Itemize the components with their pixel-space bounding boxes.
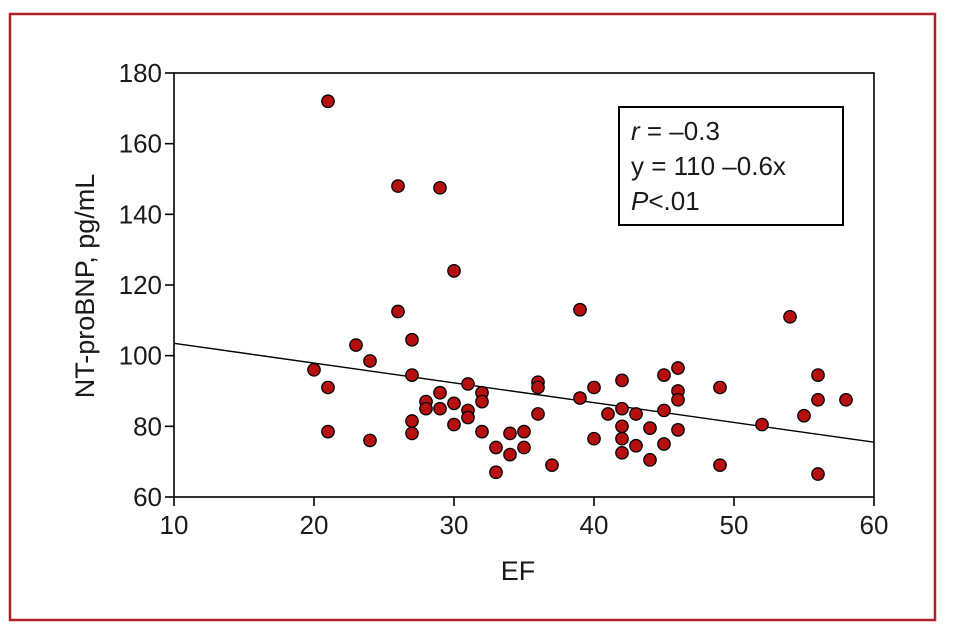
data-point-44 xyxy=(615,401,629,416)
data-point-12 xyxy=(321,380,335,395)
x-tick-label-40: 40 xyxy=(580,510,609,540)
data-point-61 xyxy=(755,417,769,432)
data-point-3 xyxy=(447,264,461,278)
data-point-27 xyxy=(363,433,377,448)
data-point-57 xyxy=(671,392,685,407)
data-point-17 xyxy=(447,396,461,411)
data-point-6 xyxy=(783,309,797,324)
annotation-frame xyxy=(618,106,844,226)
data-point-31 xyxy=(517,424,531,439)
data-point-45 xyxy=(615,419,629,434)
data-point-32 xyxy=(517,440,531,455)
data-point-66 xyxy=(839,392,853,407)
data-point-18 xyxy=(475,394,489,409)
annotation-r-symbol: r xyxy=(631,116,641,146)
x-tick-label-60: 60 xyxy=(860,510,889,540)
data-point-64 xyxy=(811,392,825,407)
x-tick-label-30: 30 xyxy=(440,510,469,540)
data-point-22 xyxy=(461,410,475,425)
data-point-4 xyxy=(391,304,405,319)
x-axis-label: EF xyxy=(501,556,536,586)
data-point-40 xyxy=(587,380,601,395)
data-point-63 xyxy=(811,368,825,382)
data-point-34 xyxy=(489,465,503,480)
data-point-26 xyxy=(321,424,335,439)
x-tick-label-50: 50 xyxy=(720,510,749,540)
data-point-37 xyxy=(531,407,545,421)
data-point-42 xyxy=(601,407,615,421)
data-point-53 xyxy=(657,403,671,418)
data-point-49 xyxy=(629,438,643,453)
y-tick-label-160: 160 xyxy=(119,129,162,159)
data-point-1 xyxy=(391,179,405,193)
annotation-r-value: = –0.3 xyxy=(640,116,720,146)
data-point-29 xyxy=(489,440,503,455)
data-point-33 xyxy=(503,447,517,462)
annotation-equation: y = 110 –0.6x xyxy=(631,151,786,181)
data-point-10 xyxy=(307,362,321,377)
y-tick-label-100: 100 xyxy=(119,341,162,371)
x-tick-label-20: 20 xyxy=(300,510,329,540)
data-point-13 xyxy=(433,385,447,400)
data-point-11 xyxy=(405,368,419,382)
annotation-r-line: r = –0.3 xyxy=(631,116,720,146)
y-tick-label-140: 140 xyxy=(119,199,162,229)
data-point-23 xyxy=(405,414,419,428)
y-axis-label: NT-proBNP, pg/mL xyxy=(70,174,100,399)
y-tick-label-120: 120 xyxy=(119,270,162,300)
y-tick-label-180: 180 xyxy=(119,58,162,88)
annotation-p-value: <.01 xyxy=(648,186,699,216)
data-point-55 xyxy=(671,361,685,375)
data-point-8 xyxy=(405,332,419,347)
data-point-7 xyxy=(349,338,363,352)
data-point-36 xyxy=(531,380,545,395)
annotation-p-symbol: P xyxy=(631,186,649,216)
data-point-2 xyxy=(433,180,447,195)
data-point-47 xyxy=(615,445,629,460)
data-point-0 xyxy=(321,94,335,109)
data-point-52 xyxy=(657,368,671,382)
data-point-65 xyxy=(811,467,825,481)
data-point-46 xyxy=(615,431,629,446)
data-point-59 xyxy=(713,380,727,395)
data-point-48 xyxy=(629,407,643,421)
data-point-9 xyxy=(363,354,377,368)
stats-annotation-box: r = –0.3 y = 110 –0.6x P<.01 xyxy=(618,106,844,226)
data-point-19 xyxy=(419,401,433,416)
data-point-58 xyxy=(671,423,685,437)
y-tick-label-60: 60 xyxy=(133,482,162,512)
x-tick-label-10: 10 xyxy=(160,510,189,540)
data-point-60 xyxy=(713,458,727,473)
data-point-20 xyxy=(433,401,447,416)
data-point-38 xyxy=(545,458,559,473)
data-point-5 xyxy=(573,302,587,317)
data-point-28 xyxy=(475,424,489,439)
data-point-30 xyxy=(503,426,517,441)
data-point-62 xyxy=(797,408,811,423)
y-tick-label-80: 80 xyxy=(133,411,162,441)
data-point-14 xyxy=(461,377,475,391)
data-point-50 xyxy=(643,421,657,435)
data-point-24 xyxy=(447,417,461,432)
annotation-p-line: P<.01 xyxy=(631,186,700,216)
plot-area: 60 80 100 120 140 160 180 10 20 30 40 50 60 xyxy=(119,58,889,540)
data-point-54 xyxy=(657,437,671,451)
data-point-25 xyxy=(405,426,419,441)
data-point-41 xyxy=(587,431,601,446)
data-point-39 xyxy=(573,391,587,405)
data-point-51 xyxy=(643,453,657,467)
data-point-43 xyxy=(615,373,629,388)
